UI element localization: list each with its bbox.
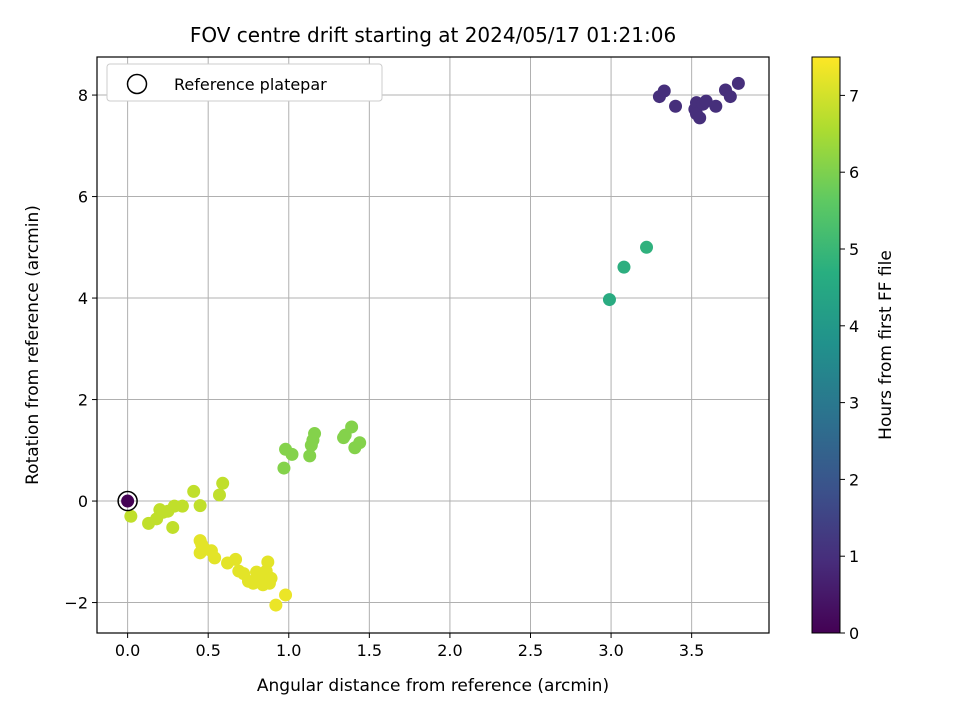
plot-frame xyxy=(96,56,770,634)
legend-label: Reference platepar xyxy=(174,75,327,94)
legend-open-circle-icon xyxy=(126,73,148,95)
colorbar-tick-label: 3 xyxy=(849,394,859,413)
y-tick-label: 8 xyxy=(78,86,88,105)
colorbar-tick-label: 0 xyxy=(849,624,859,643)
x-tick-label: 0.5 xyxy=(195,641,220,660)
colorbar-label: Hours from first FF file xyxy=(876,250,896,440)
data-point xyxy=(657,84,671,98)
data-point xyxy=(709,99,723,113)
y-tick-label: 0 xyxy=(78,492,88,511)
data-point xyxy=(640,240,654,254)
data-point xyxy=(261,555,275,569)
data-point xyxy=(212,488,226,502)
y-axis: −2 0 2 4 6 8 xyxy=(64,86,97,613)
data-point xyxy=(193,499,207,513)
y-tick-label: 6 xyxy=(78,188,88,207)
data-point xyxy=(617,260,631,274)
colorbar: 0 1 2 3 4 5 6 7 Hours from first FF file xyxy=(811,56,896,643)
data-point xyxy=(124,509,138,523)
data-point xyxy=(264,571,278,585)
data-point xyxy=(229,552,243,566)
data-point xyxy=(187,484,201,498)
data-point xyxy=(699,94,713,108)
colorbar-tick-label: 5 xyxy=(849,240,859,259)
y-tick-label: −2 xyxy=(64,594,88,613)
x-tick-label: 1.0 xyxy=(276,641,301,660)
data-point xyxy=(308,427,322,441)
legend: Reference platepar xyxy=(106,63,383,102)
x-tick-label: 1.5 xyxy=(357,641,382,660)
data-point xyxy=(731,76,745,90)
data-point xyxy=(166,520,180,534)
x-tick-label: 3.5 xyxy=(679,641,704,660)
x-tick-label: 2.5 xyxy=(518,641,543,660)
colorbar-gradient xyxy=(811,56,841,634)
data-point xyxy=(353,436,367,450)
colorbar-tick-label: 7 xyxy=(849,86,859,105)
data-point xyxy=(285,447,299,461)
data-point xyxy=(216,476,230,490)
y-tick-label: 2 xyxy=(78,391,88,410)
data-point xyxy=(277,461,291,475)
data-point xyxy=(693,111,707,125)
colorbar-tick-label: 4 xyxy=(849,317,859,336)
data-point xyxy=(669,99,683,113)
chart-title: FOV centre drift starting at 2024/05/17 … xyxy=(190,23,676,47)
y-tick-label: 4 xyxy=(78,289,88,308)
x-tick-label: 0.0 xyxy=(115,641,140,660)
data-point xyxy=(723,90,737,104)
reference-point xyxy=(121,494,135,508)
colorbar-tick-label: 1 xyxy=(849,547,859,566)
x-tick-label: 2.0 xyxy=(437,641,462,660)
colorbar-tick-label: 2 xyxy=(849,470,859,489)
x-axis: 0.0 0.5 1.0 1.5 2.0 2.5 3.0 3.5 xyxy=(115,633,704,660)
plot-area xyxy=(117,76,745,612)
y-axis-label: Rotation from reference (arcmin) xyxy=(23,205,43,485)
data-point xyxy=(175,499,189,513)
colorbar-ticks: 0 1 2 3 4 5 6 7 xyxy=(840,86,859,643)
colorbar-tick-label: 6 xyxy=(849,163,859,182)
x-axis-label: Angular distance from reference (arcmin) xyxy=(257,676,609,696)
data-point xyxy=(208,551,222,565)
x-tick-label: 3.0 xyxy=(598,641,623,660)
data-point xyxy=(345,420,359,434)
reference-ring xyxy=(117,490,138,512)
data-point xyxy=(602,293,616,307)
legend-box xyxy=(106,63,383,102)
data-point xyxy=(269,598,283,612)
data-point xyxy=(303,449,317,463)
data-point xyxy=(279,588,293,602)
